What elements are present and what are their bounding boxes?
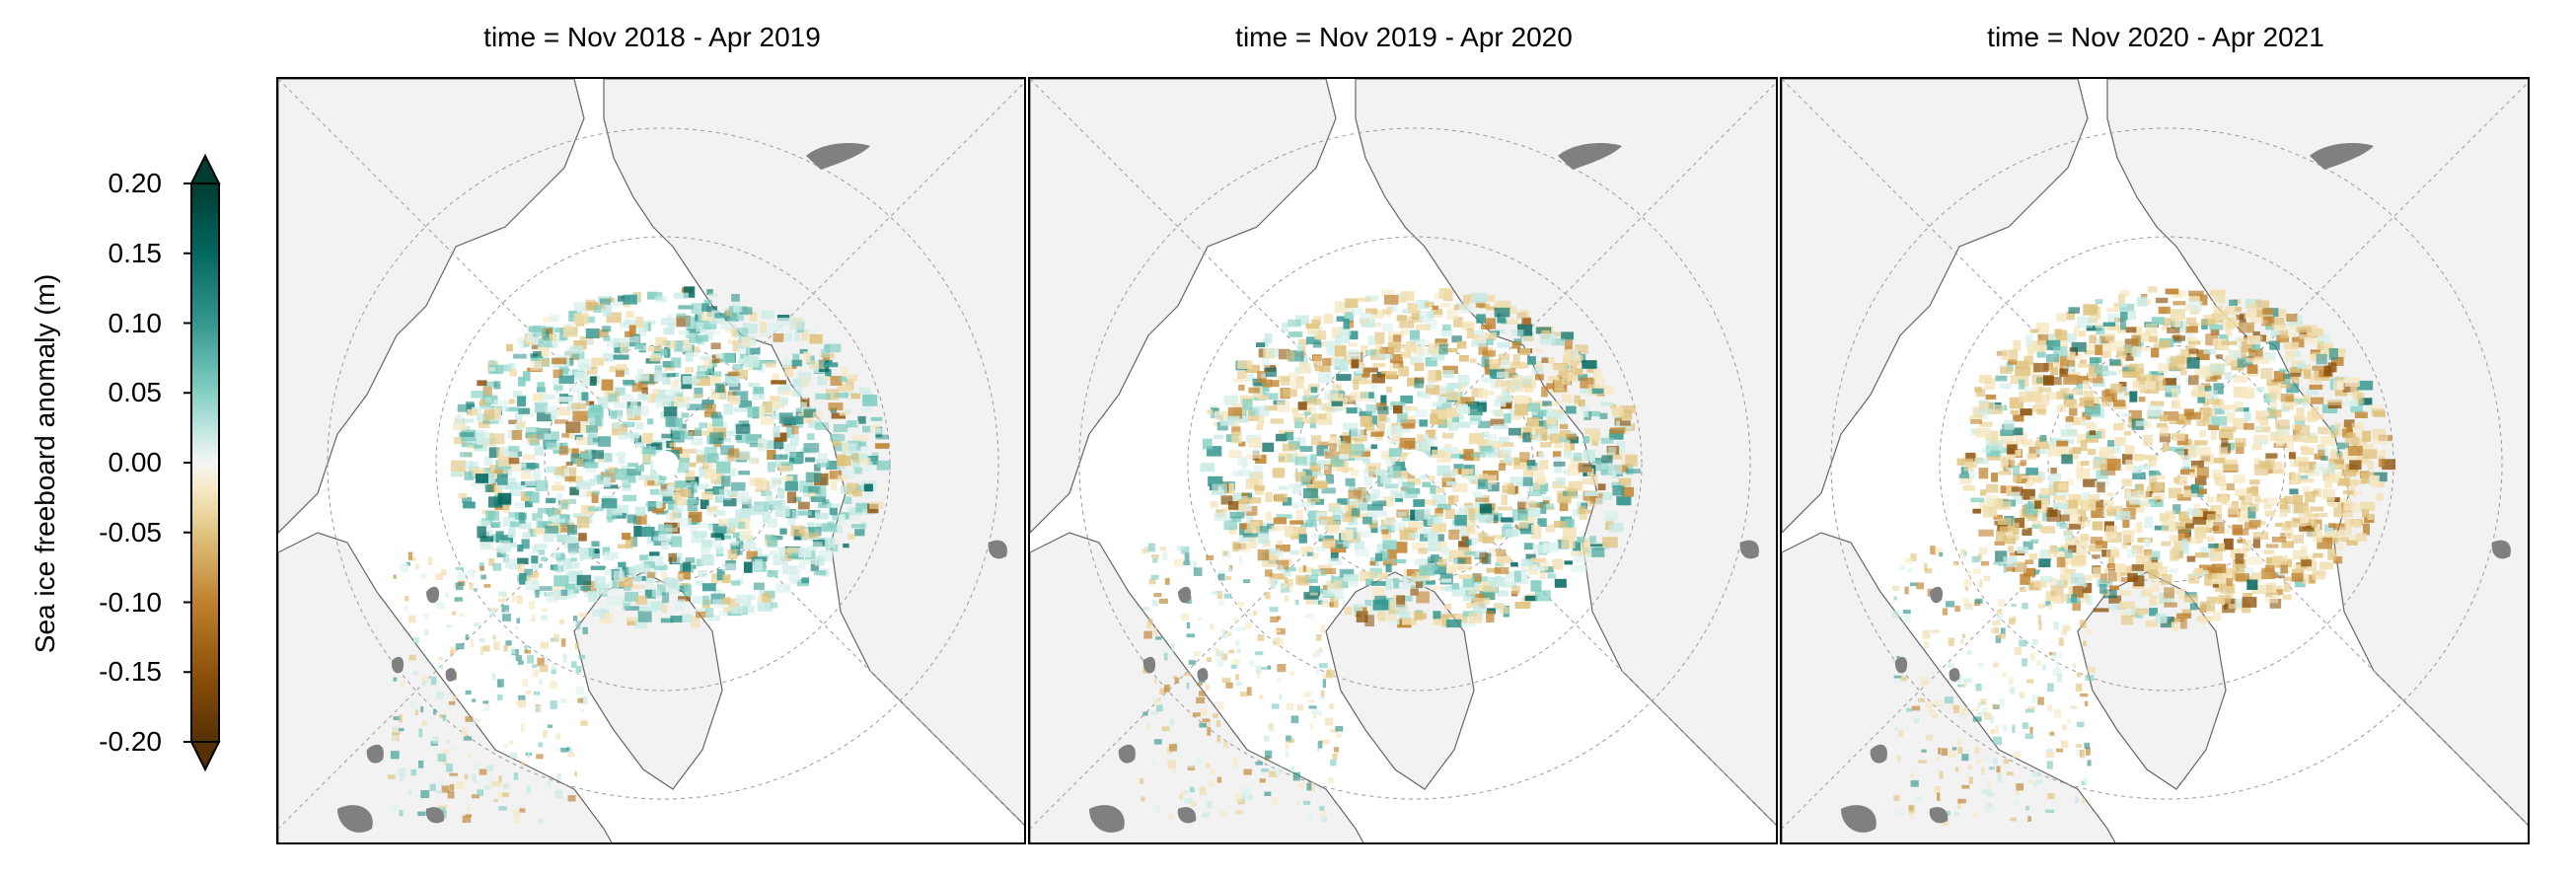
colorbar-body: [190, 182, 220, 743]
lake: [1558, 143, 1622, 170]
colorbar-tick-label: 0.05: [108, 377, 163, 408]
colorbar-tick-label: 0.20: [108, 168, 163, 198]
colorbar-extend-top: [189, 153, 221, 184]
lake: [1870, 744, 1887, 764]
lake: [366, 744, 384, 764]
colorbar-tick-label: -0.20: [99, 726, 162, 757]
arctic-map-1: [278, 79, 1024, 842]
colorbar-tick-label: 0.10: [108, 307, 163, 338]
sea-ice-anomaly-field: [1139, 288, 1641, 823]
lake: [806, 143, 870, 170]
map-frame-2: [1028, 77, 1778, 844]
panel-title-1: time = Nov 2018 - Apr 2019: [483, 22, 821, 52]
pole-hole: [1405, 451, 1431, 476]
colorbar-tick-label: -0.15: [99, 656, 162, 688]
colorbar-graphic: [184, 153, 221, 772]
colorbar-tick-label: -0.05: [99, 516, 162, 548]
arctic-map-3: [1782, 79, 2528, 842]
pole-hole: [2157, 451, 2182, 476]
lake: [1739, 540, 1759, 559]
map-frame-3: [1780, 77, 2530, 844]
panel-title-3: time = Nov 2020 - Apr 2021: [1987, 22, 2324, 52]
panel-title-2: time = Nov 2019 - Apr 2020: [1235, 22, 1573, 52]
map-frame-1: [276, 77, 1026, 844]
land-mass: [573, 571, 723, 790]
lake: [1177, 807, 1197, 824]
lake: [2491, 540, 2511, 559]
sea-ice-anomaly-field: [1891, 286, 2396, 827]
lake: [445, 668, 457, 682]
lake: [1142, 656, 1156, 674]
colorbar-tick-label: 0.00: [108, 447, 163, 477]
land-mass: [1782, 79, 2089, 534]
lake: [1929, 807, 1949, 824]
lake: [337, 805, 373, 833]
sea-ice-anomaly-field: [387, 286, 891, 824]
lake: [425, 807, 445, 824]
lake: [1841, 805, 1877, 833]
pole-hole: [653, 451, 679, 476]
graticule: [1782, 79, 2528, 830]
lake: [1197, 668, 1209, 682]
lake: [391, 656, 405, 674]
land-mass: [1325, 571, 1475, 790]
lake: [1930, 586, 1944, 604]
lake: [1118, 744, 1136, 764]
land-mass: [1030, 79, 1337, 534]
lake: [988, 540, 1007, 559]
land-mass: [278, 79, 585, 534]
colorbar: Sea ice freeboard anomaly (m) 0.20 0.15 0.…: [0, 0, 276, 876]
colorbar-tick-label: 0.15: [108, 237, 163, 268]
colorbar-extend-bottom: [189, 741, 221, 772]
lake: [1089, 805, 1125, 833]
colorbar-tick-label: -0.10: [99, 586, 162, 618]
lake: [1178, 586, 1192, 604]
lake: [1949, 668, 1960, 682]
lake: [426, 586, 440, 604]
arctic-map-2: [1030, 79, 1776, 842]
lake: [2310, 143, 2374, 170]
lake: [1894, 656, 1908, 674]
